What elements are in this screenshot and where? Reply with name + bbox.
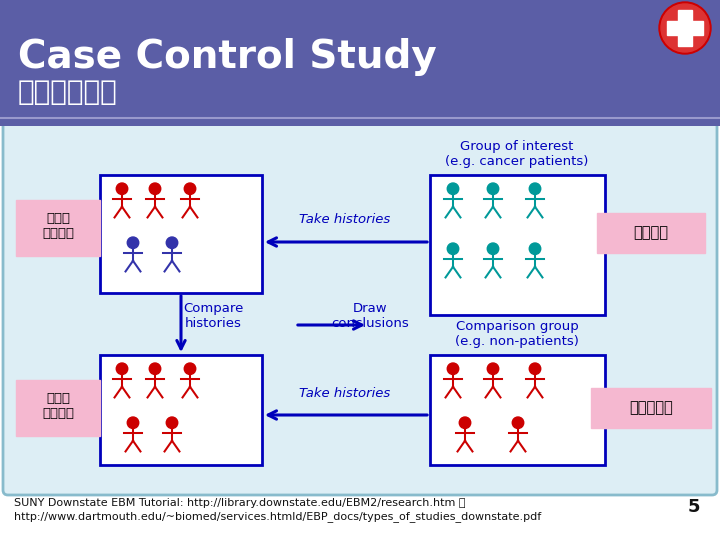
Circle shape	[166, 237, 178, 248]
Text: Case Control Study: Case Control Study	[18, 38, 437, 76]
Circle shape	[184, 363, 196, 374]
Circle shape	[529, 243, 541, 254]
FancyBboxPatch shape	[100, 175, 262, 293]
Text: Comparison group
(e.g. non-patients): Comparison group (e.g. non-patients)	[455, 320, 579, 348]
Circle shape	[116, 183, 127, 194]
Text: Compare
histories: Compare histories	[183, 302, 243, 330]
Circle shape	[116, 363, 127, 374]
Circle shape	[447, 243, 459, 254]
Text: 5: 5	[688, 498, 700, 516]
Text: 抽菸者
非抽菸者: 抽菸者 非抽菸者	[42, 212, 74, 240]
Circle shape	[149, 183, 161, 194]
Text: 病例對照研究: 病例對照研究	[18, 78, 118, 106]
Circle shape	[447, 363, 459, 374]
Text: Take histories: Take histories	[300, 213, 391, 226]
Text: 抽菸者
非抽菸者: 抽菸者 非抽菸者	[42, 392, 74, 420]
Text: 非癌症病人: 非癌症病人	[629, 400, 673, 415]
FancyBboxPatch shape	[430, 175, 605, 315]
FancyBboxPatch shape	[430, 355, 605, 465]
FancyBboxPatch shape	[597, 213, 705, 253]
Circle shape	[166, 417, 178, 428]
FancyBboxPatch shape	[0, 0, 720, 126]
Circle shape	[487, 243, 499, 254]
Circle shape	[659, 2, 711, 54]
Circle shape	[127, 237, 139, 248]
Circle shape	[661, 4, 709, 52]
Bar	[678, 10, 692, 46]
FancyBboxPatch shape	[591, 388, 711, 428]
FancyBboxPatch shape	[3, 117, 717, 495]
Circle shape	[512, 417, 523, 428]
Circle shape	[459, 417, 471, 428]
Circle shape	[487, 363, 499, 374]
Circle shape	[529, 363, 541, 374]
Circle shape	[447, 183, 459, 194]
Text: Group of interest
(e.g. cancer patients): Group of interest (e.g. cancer patients)	[445, 140, 589, 168]
FancyBboxPatch shape	[16, 380, 100, 436]
Text: Draw
conclusions: Draw conclusions	[331, 302, 409, 330]
Circle shape	[127, 417, 139, 428]
Text: http://www.dartmouth.edu/~biomed/services.htmld/EBP_docs/types_of_studies_downst: http://www.dartmouth.edu/~biomed/service…	[14, 511, 541, 522]
Text: 癌症病人: 癌症病人	[634, 225, 668, 240]
Bar	[667, 21, 703, 35]
Text: SUNY Downstate EBM Tutorial: http://library.downstate.edu/EBM2/research.htm ，: SUNY Downstate EBM Tutorial: http://libr…	[14, 498, 466, 508]
Text: Take histories: Take histories	[300, 387, 391, 400]
Circle shape	[529, 183, 541, 194]
FancyBboxPatch shape	[16, 200, 100, 256]
Circle shape	[184, 183, 196, 194]
FancyBboxPatch shape	[100, 355, 262, 465]
Circle shape	[149, 363, 161, 374]
Circle shape	[487, 183, 499, 194]
